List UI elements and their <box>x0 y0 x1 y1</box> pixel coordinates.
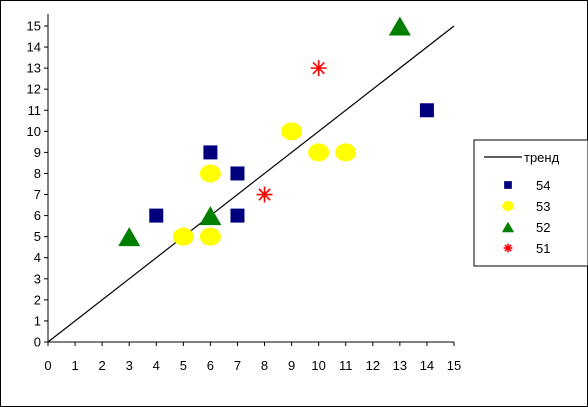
x-tick-label: 13 <box>393 358 407 373</box>
x-tick-label: 1 <box>71 358 78 373</box>
x-tick-label: 4 <box>153 358 160 373</box>
legend-label-51: 51 <box>536 241 550 256</box>
y-tick-label: 4 <box>34 250 41 265</box>
y-tick-label: 12 <box>27 82 41 97</box>
star-stroke <box>258 188 271 201</box>
legend-label-54: 54 <box>536 178 550 193</box>
y-tick-label: 7 <box>34 187 41 202</box>
series-53-point <box>172 227 194 246</box>
series-54-point <box>230 166 245 181</box>
series-51-point <box>310 60 327 77</box>
series-53-point <box>199 227 221 246</box>
series-52-point <box>199 206 222 226</box>
y-tick-label: 8 <box>34 166 41 181</box>
x-tick-label: 7 <box>234 358 241 373</box>
legend-swatch-53 <box>502 201 514 211</box>
x-tick-label: 8 <box>261 358 268 373</box>
legend-swatch-51 <box>503 243 513 253</box>
legend: тренд 54 53 52 51 <box>473 139 588 267</box>
x-tick-label: 15 <box>447 358 461 373</box>
series-53-point <box>199 164 221 183</box>
series-54-point <box>230 208 245 223</box>
x-tick-label: 6 <box>207 358 214 373</box>
y-tick-label: 1 <box>34 313 41 328</box>
x-tick-label: 3 <box>126 358 133 373</box>
series-54-point <box>203 145 218 160</box>
x-tick-label: 0 <box>44 358 51 373</box>
y-tick-label: 9 <box>34 145 41 160</box>
x-tick-label: 9 <box>288 358 295 373</box>
x-tick-label: 10 <box>311 358 325 373</box>
points-layer <box>118 16 434 247</box>
series-53-point <box>308 143 330 162</box>
series-53-point <box>281 122 303 141</box>
legend-swatch-54 <box>504 181 512 189</box>
legend-trend-label: тренд <box>524 150 560 165</box>
y-tick-label: 10 <box>27 124 41 139</box>
x-tick-label: 12 <box>366 358 380 373</box>
x-tick-label: 2 <box>99 358 106 373</box>
legend-label-53: 53 <box>536 199 550 214</box>
series-53-point <box>335 143 357 162</box>
y-tick-label: 14 <box>27 40 41 55</box>
y-tick-label: 15 <box>27 19 41 34</box>
x-tick-label: 5 <box>180 358 187 373</box>
series-52-point <box>118 227 141 247</box>
y-tick-label: 5 <box>34 229 41 244</box>
series-54-point <box>149 208 164 223</box>
x-tick-label: 14 <box>420 358 434 373</box>
y-tick-label: 13 <box>27 61 41 76</box>
y-tick-label: 3 <box>34 271 41 286</box>
y-tick-label: 11 <box>28 103 42 118</box>
legend-swatch-52 <box>501 221 515 233</box>
y-tick-label: 0 <box>34 335 41 350</box>
x-tick-label: 11 <box>339 358 353 373</box>
legend-box <box>473 139 588 267</box>
trend-line <box>47 25 455 343</box>
y-tick-label: 6 <box>34 208 41 223</box>
series-51-point <box>256 186 273 203</box>
star-stroke <box>504 244 512 252</box>
legend-label-52: 52 <box>536 220 550 235</box>
y-tick-label: 2 <box>34 292 41 307</box>
series-54-point <box>419 103 434 118</box>
trend-layer <box>47 25 455 343</box>
star-stroke <box>312 61 325 75</box>
series-52-point <box>388 16 411 36</box>
